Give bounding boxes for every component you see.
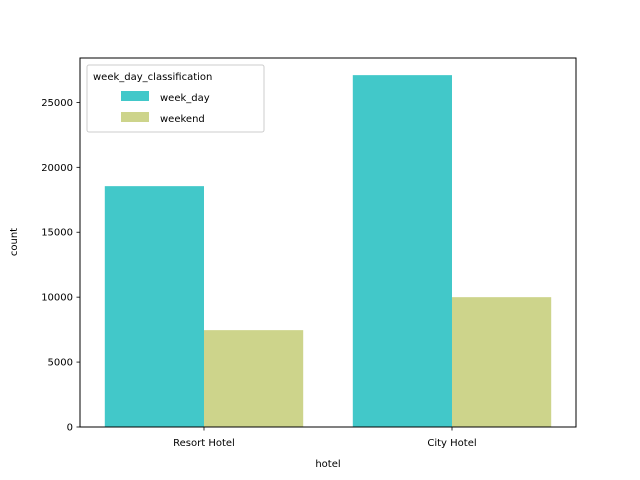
x-tick-label-city-hotel: City Hotel (427, 438, 476, 449)
plot-frame (79, 57, 577, 428)
bar-week-day-resort-hotel (104, 186, 204, 427)
bar-week-day-city-hotel (352, 75, 452, 427)
y-tick-label: 0 (67, 423, 73, 434)
y-axis: 0 5000 10000 15000 20000 25000 (41, 98, 80, 434)
x-axis: Resort Hotel City Hotel (173, 427, 477, 449)
bar-weekend-city-hotel (452, 297, 552, 427)
legend-title: week_day_classification (93, 72, 212, 83)
y-tick-label: 10000 (41, 293, 73, 304)
x-tick-label-resort-hotel: Resort Hotel (173, 438, 235, 449)
x-axis-label: hotel (315, 459, 340, 470)
legend: week_day_classification week_day weekend (86, 64, 265, 133)
y-tick-label: 5000 (48, 358, 73, 369)
y-axis-label: count (9, 228, 20, 256)
legend-swatch-week-day (121, 91, 149, 101)
y-tick-label: 15000 (41, 228, 73, 239)
y-tick-label: 25000 (41, 98, 73, 109)
legend-label-weekend: weekend (160, 114, 205, 125)
y-tick-label: 20000 (41, 163, 73, 174)
bars-layer (104, 75, 552, 427)
legend-label-week-day: week_day (160, 93, 210, 104)
legend-swatch-weekend (121, 112, 149, 122)
bar-weekend-resort-hotel (204, 330, 304, 427)
